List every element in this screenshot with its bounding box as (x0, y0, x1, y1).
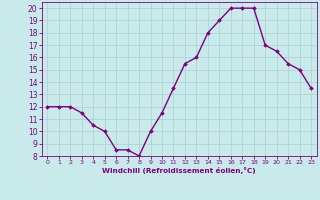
X-axis label: Windchill (Refroidissement éolien,°C): Windchill (Refroidissement éolien,°C) (102, 167, 256, 174)
